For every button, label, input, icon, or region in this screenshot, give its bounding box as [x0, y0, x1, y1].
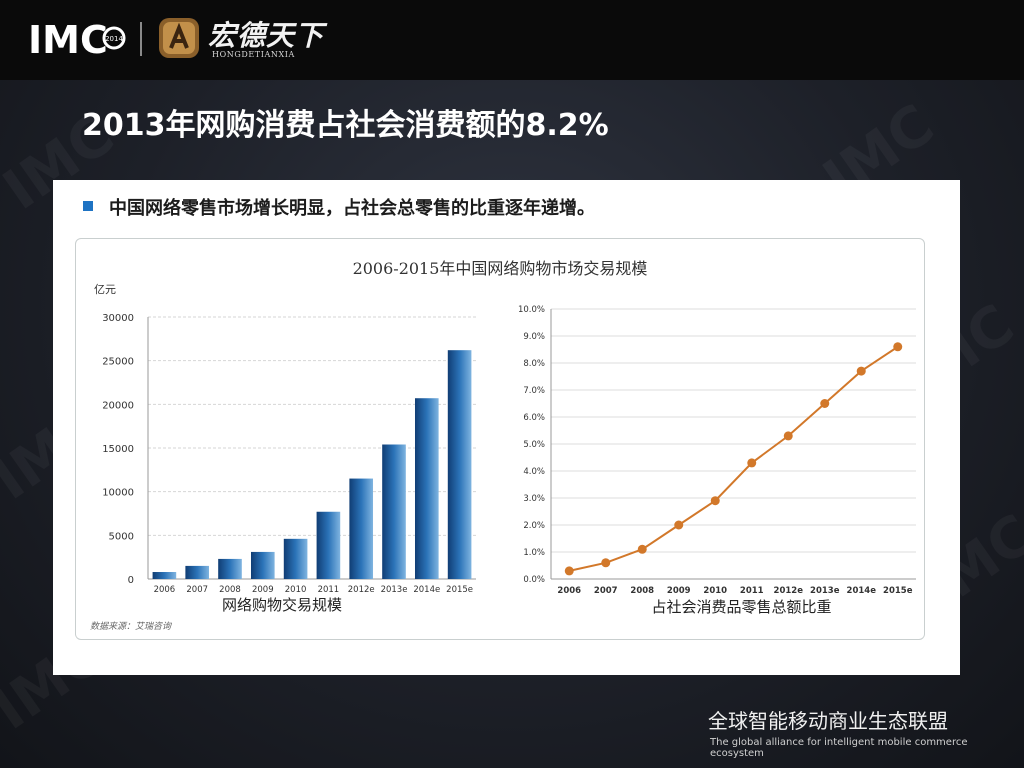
line-x-tick-label: 2009 [667, 586, 691, 596]
logo-divider [140, 22, 142, 56]
line-y-tick-label: 3.0% [523, 494, 545, 504]
content-panel: 中国网络零售市场增长明显，占社会总零售的比重逐年递增。 2006-2015年中国… [53, 180, 960, 675]
svg-text:2014: 2014 [105, 35, 123, 43]
line-x-tick-label: 2015e [883, 586, 913, 596]
line-y-tick-label: 9.0% [523, 332, 545, 342]
line-x-tick-label: 2014e [847, 586, 877, 596]
line-series [569, 345, 899, 572]
figure-frame: 2006-2015年中国网络购物市场交易规模 亿元 0 5000 10000 15000… [75, 238, 925, 640]
line-point-2014e [856, 366, 866, 376]
line-y-tick-label: 7.0% [523, 386, 545, 396]
source-note: 数据来源：艾瑞咨询 [90, 622, 172, 632]
line-y-tick-label: 8.0% [523, 359, 545, 369]
line-x-tick-label: 2007 [594, 586, 618, 596]
line-point-2013e [820, 399, 830, 408]
bar-2013e [382, 444, 406, 579]
bar-y-tick-label: 20000 [102, 400, 134, 411]
bar-y-tick-label: 0 [128, 575, 134, 586]
line-y-tick-label: 5.0% [523, 440, 545, 450]
bar-2008 [218, 558, 242, 579]
line-point-2015e [893, 342, 903, 352]
brand-name-cn: 宏德天下 [208, 19, 325, 52]
alliance-title-en: The global alliance for intelligent mobi… [710, 737, 968, 759]
bar-x-tick-label: 2014e [413, 585, 440, 595]
line-y-tick-label: 4.0% [523, 467, 545, 477]
bar-y-tick-label: 15000 [102, 444, 134, 455]
alliance-title-cn: 全球智能移动商业生态联盟 [708, 709, 948, 733]
bar-x-tick-label: 2010 [285, 585, 307, 595]
line-y-tick-label: 2.0% [523, 521, 545, 531]
bar-2009 [250, 551, 275, 579]
line-point-2011 [747, 458, 757, 468]
bar-y-tick-label: 10000 [102, 488, 134, 499]
bar-2012e [349, 478, 374, 579]
line-x-tick-label: 2012e [774, 586, 804, 596]
bar-y-tick-label: 30000 [102, 313, 134, 324]
bar-2014e [414, 398, 439, 579]
line-y-tick-label: 6.0% [523, 413, 545, 423]
line-point-2010 [710, 496, 720, 506]
bar-chart: 亿元 0 5000 10000 15000 20000 25000 30000 2006 2007… [94, 283, 476, 614]
figure-title: 2006-2015年中国网络购物市场交易规模 [352, 259, 648, 278]
bar-x-tick-label: 2006 [154, 585, 176, 595]
line-point-2007 [601, 558, 611, 568]
bar-y-tick-label: 25000 [102, 357, 134, 368]
bar-x-tick-label: 2015e [446, 585, 473, 595]
line-x-tick-label: 2008 [630, 586, 654, 596]
bar-2010 [283, 538, 308, 579]
bar-x-tick-label: 2011 [318, 585, 340, 595]
bar-x-tick-label: 2007 [186, 585, 208, 595]
bar-x-axis-label: 网络购物交易规模 [222, 596, 342, 614]
bar-x-tick-label: 2012e [348, 585, 375, 595]
line-x-tick-label: 2006 [557, 586, 581, 596]
bar-2011 [316, 511, 341, 579]
line-y-tick-label: 1.0% [523, 548, 545, 558]
svg-text:IMC: IMC [28, 18, 108, 60]
bullet-text: 中国网络零售市场增长明显，占社会总零售的比重逐年递增。 [109, 198, 595, 219]
slide-title: 2013年网购消费占社会消费额的8.2% [82, 108, 609, 143]
line-x-tick-label: 2013e [810, 586, 840, 596]
bar-x-tick-label: 2008 [219, 585, 241, 595]
brand-name-en: HONGDETIANXIA [212, 50, 295, 59]
line-chart: 0.0% 1.0% 2.0% 3.0% 4.0% 5.0% 6.0% 7.0% 8.0% 9.0%… [518, 305, 916, 616]
bar-2015e [447, 350, 472, 579]
line-y-tick-label: 0.0% [523, 575, 545, 585]
line-point-2009 [674, 520, 684, 530]
bullet-square-icon [83, 201, 93, 211]
imc-logo-icon: IMC 2014 [28, 18, 126, 60]
line-point-2012e [783, 431, 793, 441]
line-x-tick-label: 2010 [703, 586, 727, 596]
bar-y-axis-label: 亿元 [94, 283, 116, 296]
line-point-2006 [564, 566, 574, 576]
bar-x-tick-label: 2009 [252, 585, 274, 595]
bar-2007 [185, 565, 210, 579]
line-y-tick-label: 10.0% [518, 305, 545, 315]
line-x-tick-label: 2011 [740, 586, 764, 596]
line-x-axis-label: 占社会消费品零售总额比重 [651, 598, 831, 616]
header-bar: IMC 2014 宏德天下 HONGDETIANXIA [0, 0, 1024, 80]
bar-y-tick-label: 5000 [109, 531, 134, 542]
bar-2006 [152, 572, 177, 579]
line-point-2008 [637, 544, 647, 554]
hongde-logo-icon [159, 18, 199, 58]
bar-x-tick-label: 2013e [381, 585, 408, 595]
